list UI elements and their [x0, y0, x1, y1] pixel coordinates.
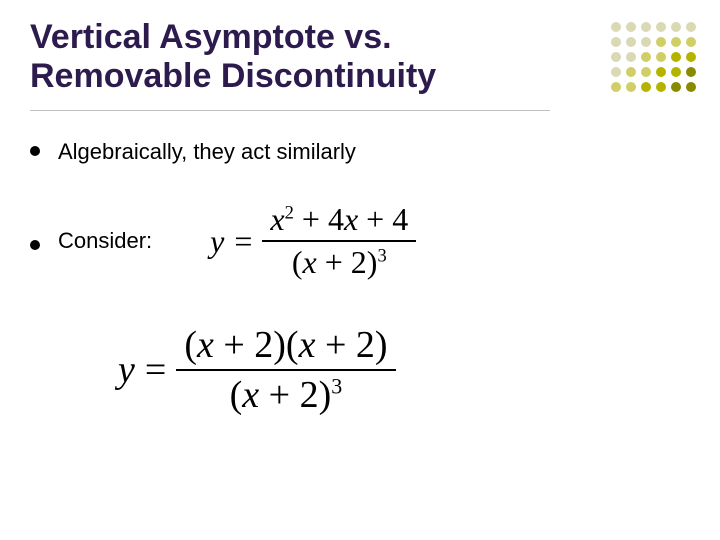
dot-icon [671, 37, 681, 47]
dot-icon [656, 82, 666, 92]
dot-icon [656, 67, 666, 77]
dot-icon [611, 67, 621, 77]
bullet-text: Algebraically, they act similarly [58, 139, 356, 165]
dot-icon [686, 22, 696, 32]
f2-lhs: y [118, 348, 135, 392]
dot-icon [656, 52, 666, 62]
denominator: (x + 2)3 [284, 242, 395, 283]
title-line-1: Vertical Asymptote vs. [30, 18, 392, 56]
dot-icon [641, 67, 651, 77]
denominator: (x + 2)3 [222, 371, 351, 419]
dot-icon [611, 82, 621, 92]
dot-icon [671, 82, 681, 92]
bullet-text: Consider: [58, 228, 152, 254]
formula-2-container: y = (x + 2)(x + 2) (x + 2)3 [118, 321, 690, 419]
title-line-2: Removable Discontinuity [30, 57, 436, 95]
list-item: Consider: y = x2 + 4x + 4 (x + 2)3 [30, 199, 690, 283]
dot-row [611, 67, 696, 77]
dot-icon [656, 37, 666, 47]
dot-icon [611, 37, 621, 47]
dot-icon [656, 22, 666, 32]
page-title: Vertical Asymptote vs. Removable Discont… [30, 18, 550, 111]
bullet-icon [30, 240, 40, 250]
dot-icon [626, 52, 636, 62]
formula-1: y = x2 + 4x + 4 (x + 2)3 [210, 199, 416, 283]
equals-sign: = [145, 348, 166, 392]
decorative-dot-grid [611, 22, 696, 92]
dot-icon [611, 52, 621, 62]
f1-lhs: y [210, 223, 224, 260]
dot-icon [611, 22, 621, 32]
dot-icon [686, 52, 696, 62]
dot-row [611, 37, 696, 47]
numerator: x2 + 4x + 4 [262, 199, 416, 240]
bullet-icon [30, 146, 40, 156]
dot-icon [671, 22, 681, 32]
slide: Vertical Asymptote vs. Removable Discont… [0, 0, 720, 540]
dot-icon [641, 52, 651, 62]
dot-icon [626, 22, 636, 32]
dot-icon [641, 82, 651, 92]
dot-icon [626, 67, 636, 77]
dot-icon [641, 22, 651, 32]
dot-icon [641, 37, 651, 47]
dot-icon [626, 37, 636, 47]
numerator: (x + 2)(x + 2) [176, 321, 395, 369]
dot-icon [686, 67, 696, 77]
dot-icon [686, 37, 696, 47]
bullet-list: Algebraically, they act similarly Consid… [30, 139, 690, 283]
dot-row [611, 22, 696, 32]
dot-icon [686, 82, 696, 92]
list-item: Algebraically, they act similarly [30, 139, 690, 165]
dot-icon [671, 52, 681, 62]
formula-2: y = (x + 2)(x + 2) (x + 2)3 [118, 321, 396, 419]
dot-row [611, 52, 696, 62]
equals-sign: = [234, 223, 252, 260]
fraction: x2 + 4x + 4 (x + 2)3 [262, 199, 416, 283]
dot-row [611, 82, 696, 92]
dot-icon [626, 82, 636, 92]
dot-icon [671, 67, 681, 77]
fraction: (x + 2)(x + 2) (x + 2)3 [176, 321, 395, 419]
